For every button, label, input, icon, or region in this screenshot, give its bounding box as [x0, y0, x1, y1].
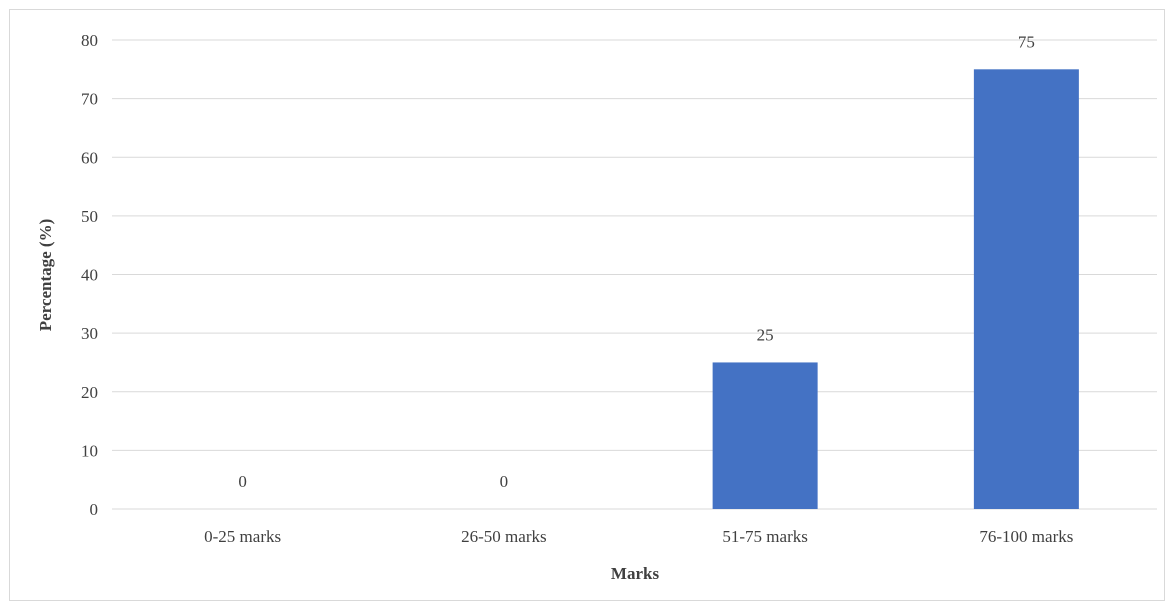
x-tick-label: 26-50 marks [461, 527, 546, 546]
bar [973, 69, 1079, 509]
y-tick-label: 60 [81, 148, 98, 167]
y-axis-ticks: 0 10 20 30 40 50 60 70 80 [81, 31, 98, 519]
chart-frame [9, 9, 1165, 601]
y-tick-label: 10 [81, 441, 98, 460]
y-tick-label: 30 [81, 324, 98, 343]
y-tick-label: 20 [81, 383, 98, 402]
data-label: 0 [238, 472, 247, 491]
x-tick-label: 0-25 marks [204, 527, 281, 546]
y-tick-label: 70 [81, 90, 98, 109]
x-axis-ticks: 0-25 marks 26-50 marks 51-75 marks 76-100 m… [204, 527, 1073, 546]
y-tick-label: 80 [81, 31, 98, 50]
y-tick-label: 50 [81, 207, 98, 226]
data-labels: 0 0 25 75 [238, 32, 1035, 491]
data-label: 25 [757, 325, 774, 344]
y-tick-label: 0 [90, 500, 99, 519]
bars [712, 69, 1079, 509]
x-tick-label: 51-75 marks [722, 527, 807, 546]
y-tick-label: 40 [81, 266, 98, 285]
y-axis-title: Percentage (%) [36, 219, 55, 332]
data-label: 75 [1018, 32, 1035, 51]
x-tick-label: 76-100 marks [979, 527, 1073, 546]
bar [712, 362, 818, 509]
data-label: 0 [500, 472, 509, 491]
x-axis-title: Marks [611, 564, 660, 583]
